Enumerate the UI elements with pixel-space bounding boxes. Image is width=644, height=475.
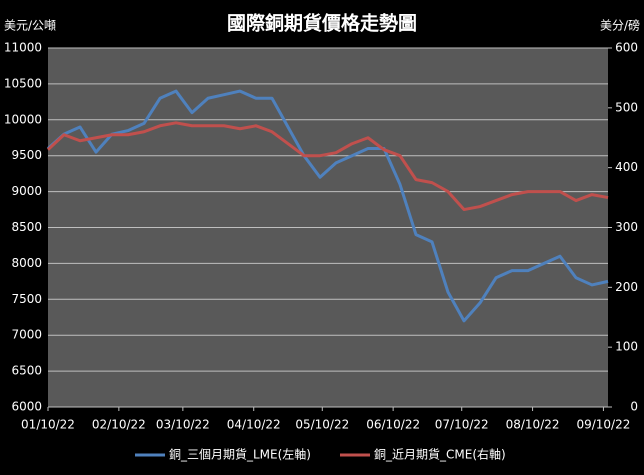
- x-tick-label: 01/10/22: [21, 418, 75, 432]
- y-tick-label: 10000: [4, 112, 42, 126]
- y-tick-label: 6000: [11, 400, 42, 414]
- x-tick-label: 05/10/22: [295, 418, 349, 432]
- series-line: [46, 89, 609, 323]
- y2-axis-label: 美分/磅: [600, 18, 640, 33]
- x-tick-label: 03/10/22: [156, 418, 210, 432]
- x-tick-label: 07/10/22: [435, 418, 489, 432]
- y2-tick-label: 300: [615, 220, 638, 234]
- y-tick-label: 6500: [11, 364, 42, 378]
- y-axis-label: 美元/公噸: [4, 19, 56, 33]
- y2-tick-label: 200: [615, 280, 638, 294]
- x-tick-label: 06/10/22: [366, 418, 420, 432]
- x-tick-label: 02/10/22: [92, 418, 146, 432]
- series-line: [46, 121, 609, 212]
- y-tick-label: 9500: [11, 148, 42, 162]
- x-tick-label: 08/10/22: [506, 418, 560, 432]
- y2-tick-label: 600: [615, 41, 638, 55]
- y-tick-label: 11000: [4, 41, 42, 55]
- y2-tick-label: 0: [630, 400, 638, 414]
- y-tick-label: 9000: [11, 184, 42, 198]
- chart-title: 國際銅期貨價格走勢圖: [227, 12, 417, 35]
- x-tick-label: 04/10/22: [227, 418, 281, 432]
- y-tick-label: 7000: [11, 328, 42, 342]
- legend-label: 銅_近月期貨_CME(右軸): [374, 447, 506, 462]
- y-tick-label: 10500: [4, 76, 42, 90]
- y-tick-label: 8500: [11, 220, 42, 234]
- y-tick-label: 8000: [11, 256, 42, 270]
- y2-tick-label: 400: [615, 160, 638, 174]
- y2-tick-label: 100: [615, 340, 638, 354]
- legend-label: 銅_三個月期貨_LME(左軸): [169, 447, 311, 462]
- y2-tick-label: 500: [615, 100, 638, 114]
- x-tick-label: 09/10/22: [576, 418, 630, 432]
- y-tick-label: 7500: [11, 292, 42, 306]
